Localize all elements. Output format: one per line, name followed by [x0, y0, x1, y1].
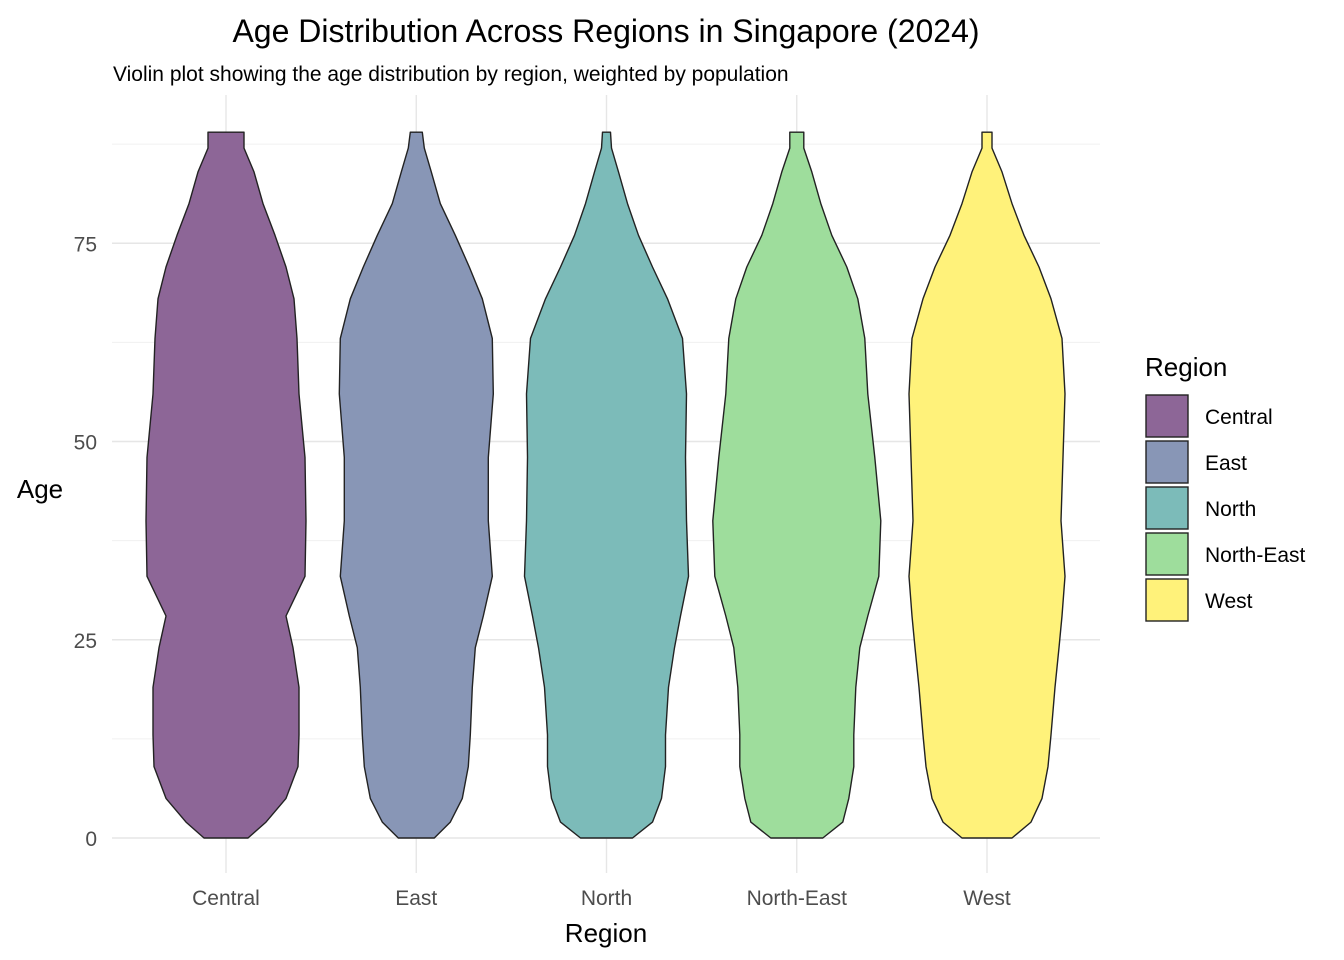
legend-swatch-west: [1145, 578, 1189, 622]
y-tick-labels: 0 25 50 75: [74, 233, 97, 851]
legend-label: North: [1205, 498, 1256, 521]
violin-north: [523, 131, 690, 839]
legend-items: Central East North North-East West: [1145, 394, 1306, 622]
x-tick-label: North: [581, 887, 632, 910]
x-tick-label: West: [963, 887, 1011, 910]
legend-swatch-east: [1145, 440, 1189, 484]
legend-swatch-north: [1145, 486, 1189, 530]
violin-east: [338, 131, 494, 839]
x-tick-label: East: [395, 887, 437, 910]
legend-swatch-central: [1145, 394, 1189, 438]
legend-label: East: [1205, 452, 1247, 475]
violins: [145, 131, 1066, 839]
legend-label: Central: [1205, 406, 1273, 429]
legend-swatch-north-east: [1145, 532, 1189, 576]
legend-title: Region: [1145, 352, 1227, 382]
x-tick-labels: Central East North North-East West: [192, 887, 1011, 910]
x-tick-label: North-East: [747, 887, 848, 910]
violin-west: [908, 131, 1066, 839]
violin-north-east: [712, 131, 882, 839]
y-axis-label: Age: [17, 474, 63, 504]
legend: Region Central East North North-East West: [1145, 352, 1306, 622]
y-tick-label: 0: [85, 828, 97, 851]
violin-central: [145, 131, 307, 839]
legend-label: North-East: [1205, 544, 1306, 567]
x-tick-label: Central: [192, 887, 260, 910]
x-axis-label: Region: [565, 918, 647, 948]
y-tick-label: 25: [74, 630, 97, 653]
chart-title: Age Distribution Across Regions in Singa…: [232, 13, 979, 49]
y-tick-label: 50: [74, 432, 97, 455]
y-tick-label: 75: [74, 233, 97, 256]
legend-label: West: [1205, 590, 1253, 613]
chart-subtitle: Violin plot showing the age distribution…: [113, 63, 789, 86]
